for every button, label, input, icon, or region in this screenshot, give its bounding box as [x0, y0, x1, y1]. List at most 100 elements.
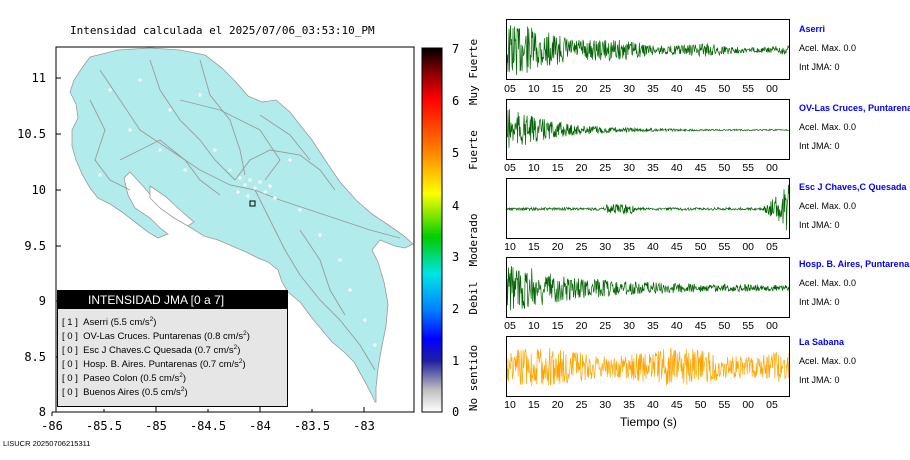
station-acel: Acel. Max. 0.0 [799, 43, 857, 53]
lon-axis: -86 -85.5 -85 -84.5 -84 -83.5 -83 [41, 419, 375, 433]
scale-label: Debil [467, 281, 480, 314]
waveform-panel-la-sabana [506, 336, 790, 397]
time-axis-label: Tiempo (s) [620, 415, 677, 429]
time-tick: 20 [575, 162, 588, 174]
station-int: Int JMA: 0 [799, 375, 840, 385]
scale-number: 3 [452, 250, 459, 264]
scale-number: 6 [452, 94, 459, 108]
waveform-trace [506, 266, 790, 311]
waveform-line [506, 347, 790, 387]
waveform-panel-aserri [506, 19, 790, 80]
scale-numbers: 7 6 5 4 3 2 1 0 [452, 42, 459, 419]
time-tick: 50 [694, 399, 707, 411]
waveform-panel-las-cruces [506, 99, 790, 160]
time-tick: 40 [670, 320, 683, 332]
road-network [89, 59, 401, 371]
scale-number: 7 [452, 42, 459, 56]
station-name[interactable]: Hosp. B. Aires, Puntarenas [799, 259, 910, 269]
map-title: Intensidad calculada el 2025/07/06_03:53… [70, 24, 375, 37]
time-tick: 00 [742, 241, 755, 253]
waveform-trace [506, 25, 790, 76]
station-acel: Acel. Max. 0.0 [799, 278, 857, 288]
intensity-scale: 7 6 5 4 3 2 1 0 Muy Fuerte Fuerte Modera… [421, 39, 480, 419]
time-tick: 55 [742, 162, 755, 174]
time-tick: 30 [599, 241, 612, 253]
legend-row: [ 1 ] Aserri (5.5 cm/s2) [62, 316, 157, 329]
lon-tick: -83.5 [294, 419, 330, 433]
waveform-panel-b-aires [506, 257, 790, 318]
lat-tick: 9 [39, 294, 46, 308]
time-ticks: 05 10 15 20 25 30 35 40 45 50 55 00 [504, 162, 790, 176]
intensity-legend: INTENSIDAD JMA [0 a 7] [ 1 ] Aserri (5.5… [57, 290, 288, 407]
station-acel: Acel. Max. 0.0 [799, 201, 857, 211]
time-tick: 30 [623, 320, 635, 332]
scale-bar [421, 47, 443, 413]
time-tick: 25 [575, 399, 588, 411]
time-tick: 40 [647, 241, 659, 253]
scale-number: 0 [452, 405, 459, 419]
time-ticks: 05 10 15 20 25 30 35 40 45 50 55 00 [504, 83, 790, 97]
footer-code: LISUCR 20250706215311 [3, 439, 91, 448]
time-tick: 45 [694, 83, 707, 95]
time-tick: 40 [670, 83, 683, 95]
legend-row: [ 0 ] Esc J Chaves.C Quesada (0.7 cm/s2) [62, 344, 241, 357]
scale-labels: Muy Fuerte Fuerte Moderado Debil No sent… [467, 39, 480, 411]
scale-number: 1 [452, 354, 459, 368]
time-tick: 55 [742, 320, 755, 332]
waveform-trace [506, 109, 790, 148]
time-tick: 05 [504, 83, 516, 95]
station-info: Aserri Acel. Max. 0.0 Int JMA: 0 [799, 20, 910, 77]
legend-row: [ 0 ] Buenos Aires (0.5 cm/s2) [62, 386, 188, 399]
scale-label: Moderado [467, 214, 480, 267]
time-tick: 45 [670, 241, 683, 253]
time-tick: 30 [623, 83, 635, 95]
time-tick: 45 [670, 399, 683, 411]
time-tick: 15 [551, 320, 564, 332]
scale-label: Fuerte [467, 130, 480, 170]
time-tick: 35 [623, 241, 635, 253]
time-tick: 30 [599, 399, 612, 411]
time-ticks: 10 15 20 25 30 35 40 45 50 55 00 05 [504, 241, 790, 255]
scale-number: 4 [452, 199, 459, 213]
time-tick: 00 [766, 320, 778, 332]
station-name[interactable]: Esc J Chaves,C Quesada [799, 182, 907, 192]
lat-tick: 11 [32, 71, 46, 85]
time-tick: 35 [647, 162, 659, 174]
legend-row: [ 0 ] Hosp. B. Aires. Puntarenas (0.7 cm… [62, 358, 246, 371]
station-info: Hosp. B. Aires, Puntarenas Acel. Max. 0.… [799, 255, 910, 312]
time-tick: 35 [647, 320, 659, 332]
station-int: Int JMA: 0 [799, 220, 840, 230]
waveform-trace [506, 184, 790, 231]
time-tick: 00 [766, 162, 778, 174]
time-tick: 00 [742, 399, 755, 411]
lat-tick: 10.5 [17, 127, 46, 141]
waveform-line [506, 25, 790, 76]
lat-axis: 11 10.5 10 9.5 9 8.5 8 [17, 71, 46, 419]
time-tick: 50 [718, 162, 731, 174]
lat-tick: 8 [39, 405, 46, 419]
lat-tick: 8.5 [24, 350, 46, 364]
costa-rica-land [69, 47, 414, 405]
time-tick: 15 [527, 399, 540, 411]
time-tick: 40 [647, 399, 659, 411]
time-tick: 15 [527, 241, 540, 253]
time-tick: 35 [647, 83, 659, 95]
station-info: OV-Las Cruces, Puntarenas Acel. Max. 0.0… [799, 99, 910, 156]
time-tick: 05 [504, 162, 516, 174]
lat-tick: 9.5 [24, 239, 46, 253]
station-info: Esc J Chaves,C Quesada Acel. Max. 0.0 In… [799, 178, 910, 235]
legend-row: [ 0 ] OV-Las Cruces. Puntarenas (0.8 cm/… [62, 330, 250, 343]
station-markers [98, 78, 378, 406]
time-tick: 30 [623, 162, 635, 174]
lon-tick: -84.5 [190, 419, 226, 433]
station-name[interactable]: La Sabana [799, 337, 845, 347]
station-name[interactable]: OV-Las Cruces, Puntarenas [799, 103, 910, 113]
station-name[interactable]: Aserri [799, 24, 826, 34]
time-tick: 10 [527, 162, 540, 174]
scale-label: Muy Fuerte [467, 39, 480, 105]
time-tick: 45 [694, 162, 707, 174]
lon-tick: -86 [41, 419, 63, 433]
waveform-trace [506, 347, 790, 387]
scale-label: No sentido [467, 345, 480, 411]
legend-header: INTENSIDAD JMA [0 a 7] [58, 291, 287, 309]
